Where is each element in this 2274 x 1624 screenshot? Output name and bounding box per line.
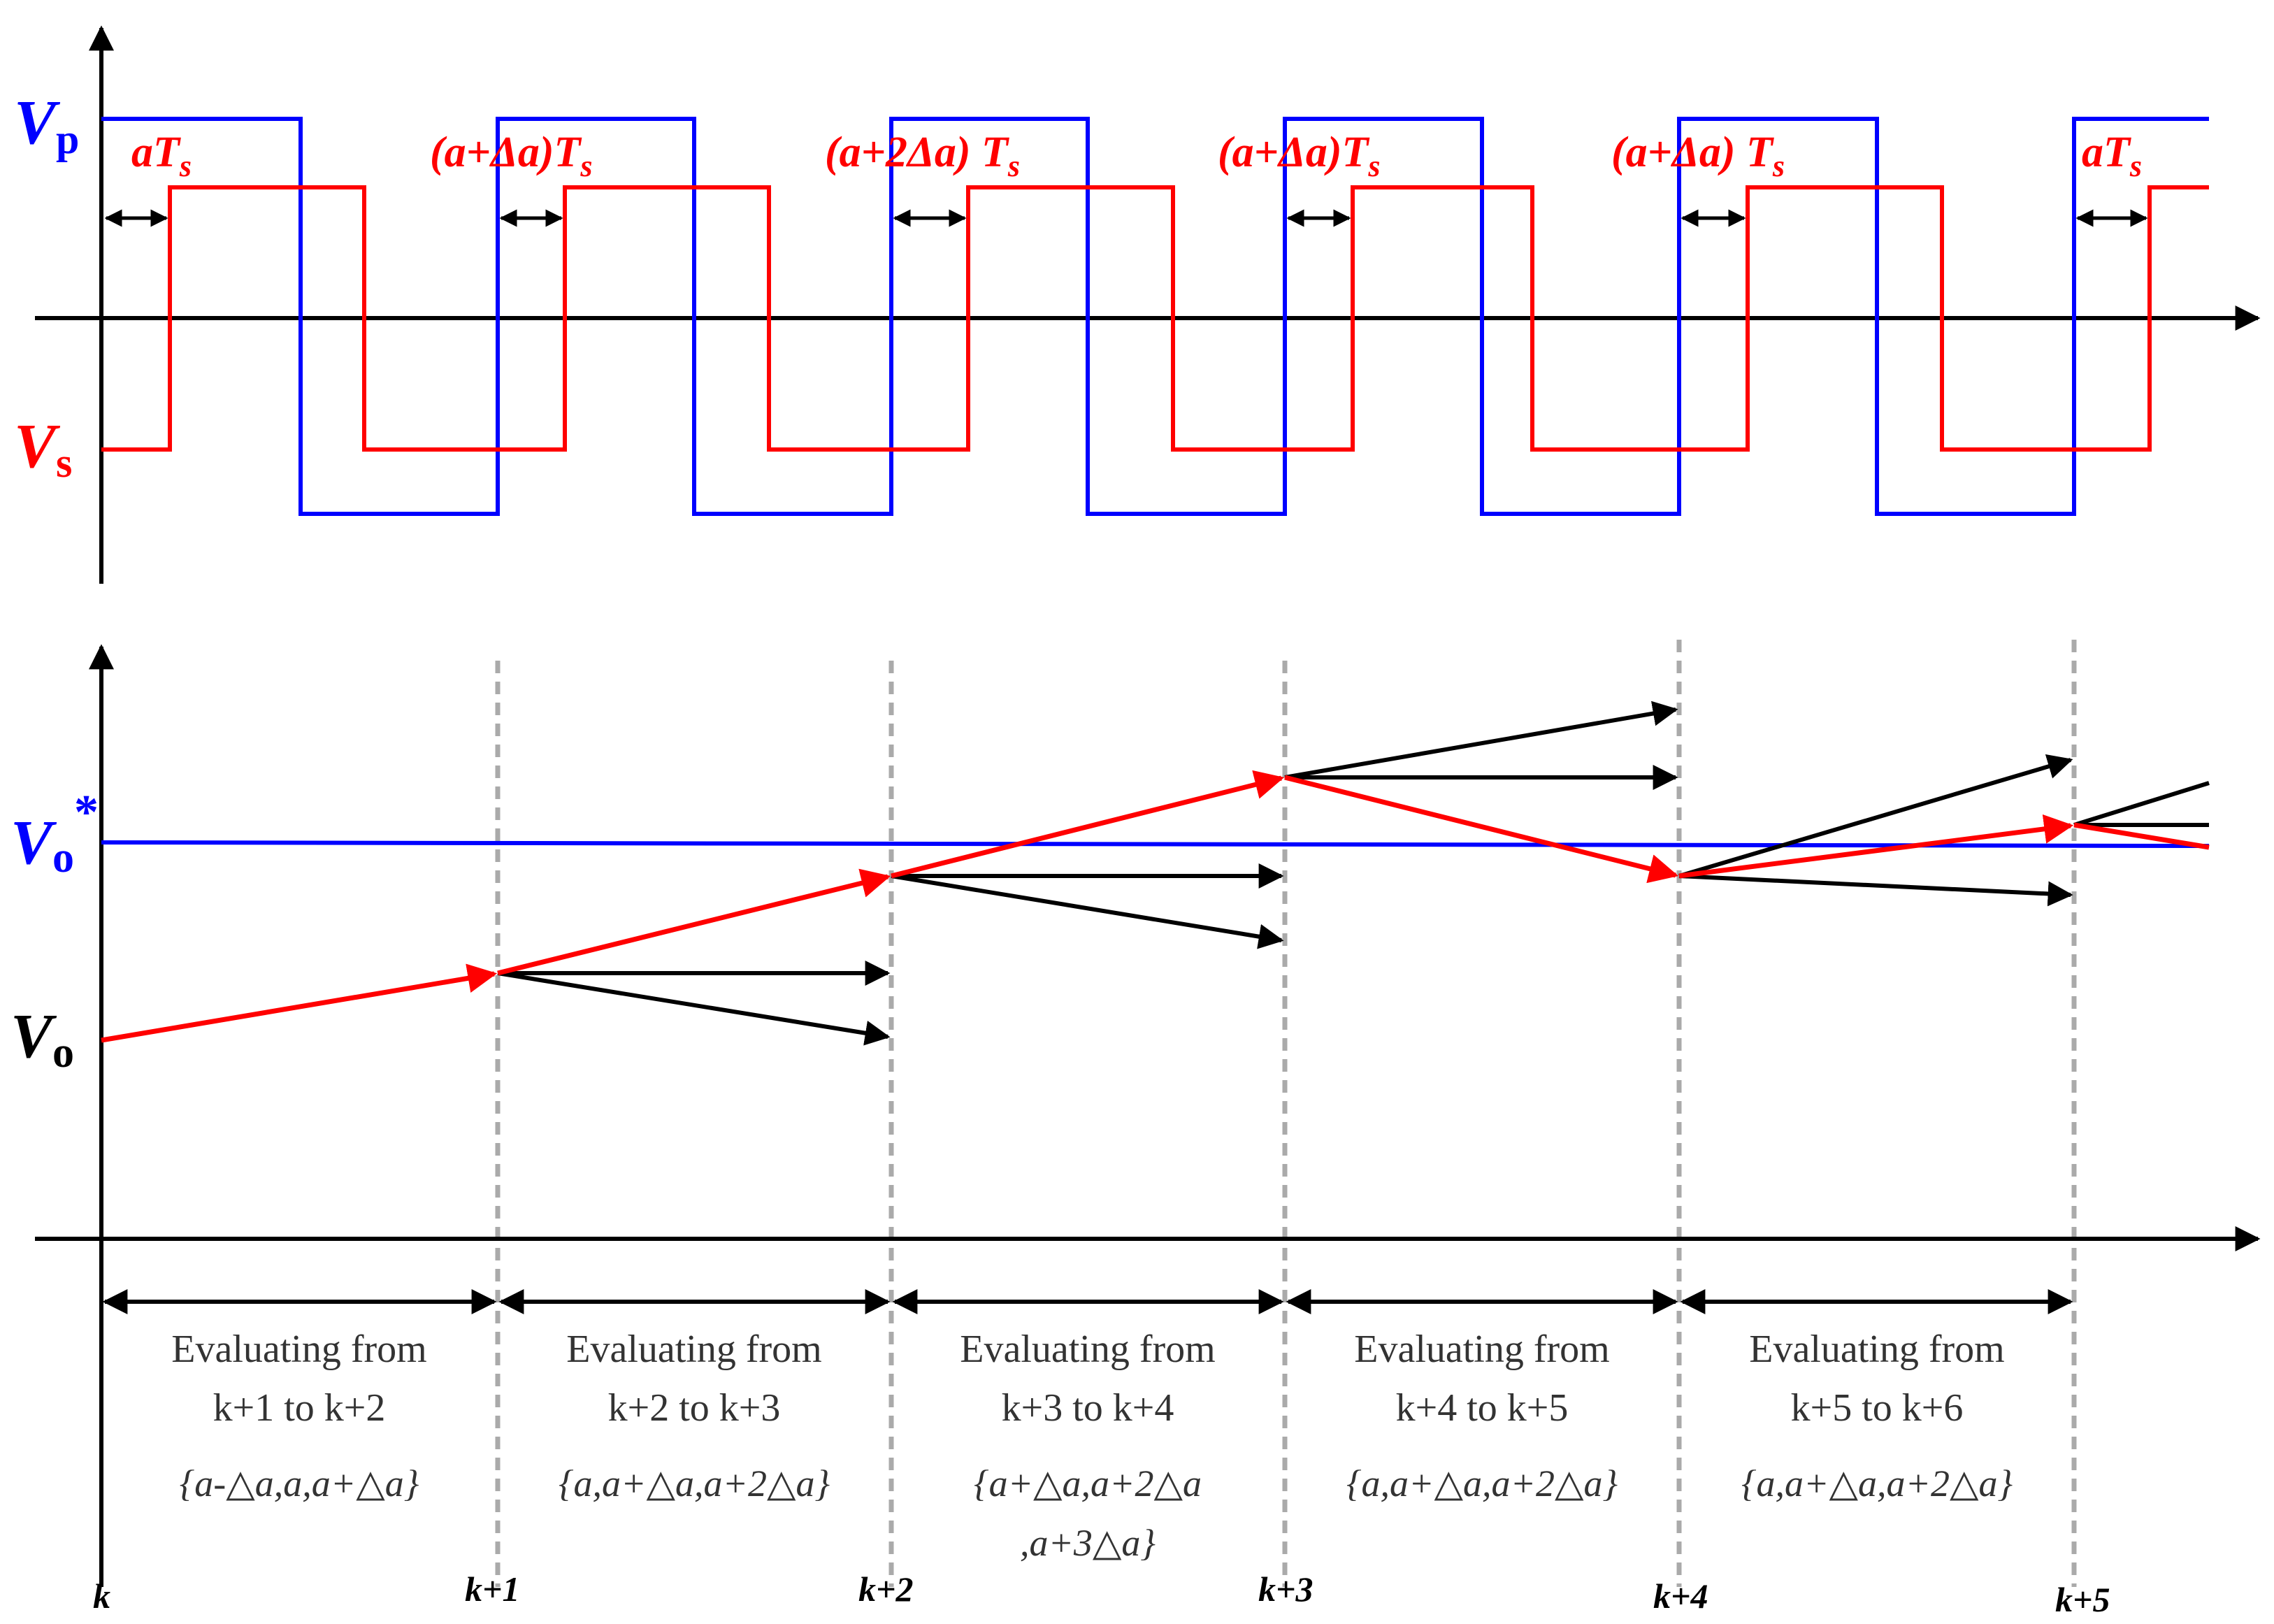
vo-label: Vo: [10, 1002, 74, 1077]
interval-5: Evaluating from k+5 to k+6 {a,a+△a,a+2△a…: [1741, 1328, 2013, 1504]
k-label-2: k+2: [858, 1569, 914, 1609]
trajectory-seg-6: [2073, 822, 2210, 850]
interval-3: Evaluating from k+3 to k+4 {a+△a,a+2△a ,…: [960, 1328, 1215, 1564]
interval-5-set: {a,a+△a,a+2△a}: [1741, 1463, 2013, 1504]
candidate-arrow-4a: [1678, 754, 2073, 878]
interval-2-line2: k+2 to k+3: [608, 1386, 781, 1430]
candidate-arrow-1b: [497, 971, 891, 1046]
trajectory-seg-2: [497, 868, 891, 976]
vs-label: Vs: [14, 412, 72, 486]
interval-4: Evaluating from k+4 to k+5 {a,a+△a,a+2△a…: [1346, 1328, 1618, 1504]
interval-4-line1: Evaluating from: [1354, 1328, 1609, 1371]
trajectory-seg-5: [1678, 814, 2074, 879]
candidate-arrow-2b: [891, 874, 1284, 949]
phase-label-1: aTs: [131, 129, 192, 183]
interval-5-line1: Evaluating from: [1749, 1328, 2004, 1371]
interval-texts: Evaluating from k+1 to k+2 {a-△a,a,a+△a}…: [171, 1328, 2013, 1564]
k-label-1: k+1: [465, 1569, 520, 1609]
vp-waveform: [101, 117, 2209, 516]
interval-3-set-line1: {a+△a,a+2△a: [974, 1463, 1202, 1504]
k-label-5: k+5: [2055, 1580, 2110, 1619]
interval-1-line2: k+1 to k+2: [213, 1386, 386, 1430]
interval-4-line2: k+4 to k+5: [1396, 1386, 1569, 1430]
interval-2-line1: Evaluating from: [566, 1328, 821, 1371]
vs-waveform: [101, 185, 2209, 452]
bottom-panel: Vo* Vo Evaluating from k+1 to k+2 {a-△a,…: [10, 640, 2261, 1619]
candidate-arrow-5a: [2073, 781, 2210, 827]
vo-ref-label: Vo*: [10, 786, 99, 882]
vp-label: Vp: [14, 88, 79, 162]
sample-labels: k k+1 k+2 k+3 k+4 k+5: [93, 1569, 2110, 1619]
k-label-4: k+4: [1653, 1576, 1708, 1616]
interval-4-set: {a,a+△a,a+2△a}: [1346, 1463, 1618, 1504]
phase-label-6: aTs: [2082, 129, 2142, 183]
candidate-arrow-4b: [1678, 874, 2073, 907]
interval-2-set: {a,a+△a,a+2△a}: [559, 1463, 830, 1504]
phase-label-5: (a+Δa) Ts: [1611, 129, 1785, 183]
phase-label-2: (a+Δa)Ts: [430, 129, 593, 183]
interval-2: Evaluating from k+2 to k+3 {a,a+△a,a+2△a…: [559, 1328, 830, 1504]
top-panel: aTs (a+Δa)Ts (a+2Δa) Ts (a+Δa)Ts (a+Δa) …: [14, 25, 2261, 584]
phase-label-3: (a+2Δa) Ts: [825, 129, 1020, 183]
vo-reference-line: [101, 840, 2210, 848]
interval-3-set-line2: ,a+3△a}: [1020, 1522, 1156, 1564]
trajectory-seg-3: [891, 770, 1285, 879]
candidate-arrow-3a: [1284, 700, 1678, 779]
interval-3-line1: Evaluating from: [960, 1328, 1215, 1371]
phase-label-4: (a+Δa)Ts: [1218, 129, 1381, 183]
interval-1-set: {a-△a,a,a+△a}: [180, 1463, 419, 1504]
trajectory-seg-1: [101, 963, 498, 1043]
chosen-trajectory: [101, 770, 2210, 1043]
k-label-3: k+3: [1258, 1569, 1314, 1609]
interval-1-line1: Evaluating from: [171, 1328, 426, 1371]
interval-1: Evaluating from k+1 to k+2 {a-△a,a,a+△a}: [171, 1328, 426, 1504]
trajectory-seg-4: [1284, 775, 1679, 884]
k-label-0: k: [93, 1576, 110, 1616]
candidate-arrows: [497, 700, 2210, 1046]
phase-shift-labels: aTs (a+Δa)Ts (a+2Δa) Ts (a+Δa)Ts (a+Δa) …: [131, 129, 2142, 183]
sample-gridlines: [495, 640, 2077, 1587]
interval-3-line2: k+3 to k+4: [1002, 1386, 1174, 1430]
interval-5-line2: k+5 to k+6: [1791, 1386, 1964, 1430]
